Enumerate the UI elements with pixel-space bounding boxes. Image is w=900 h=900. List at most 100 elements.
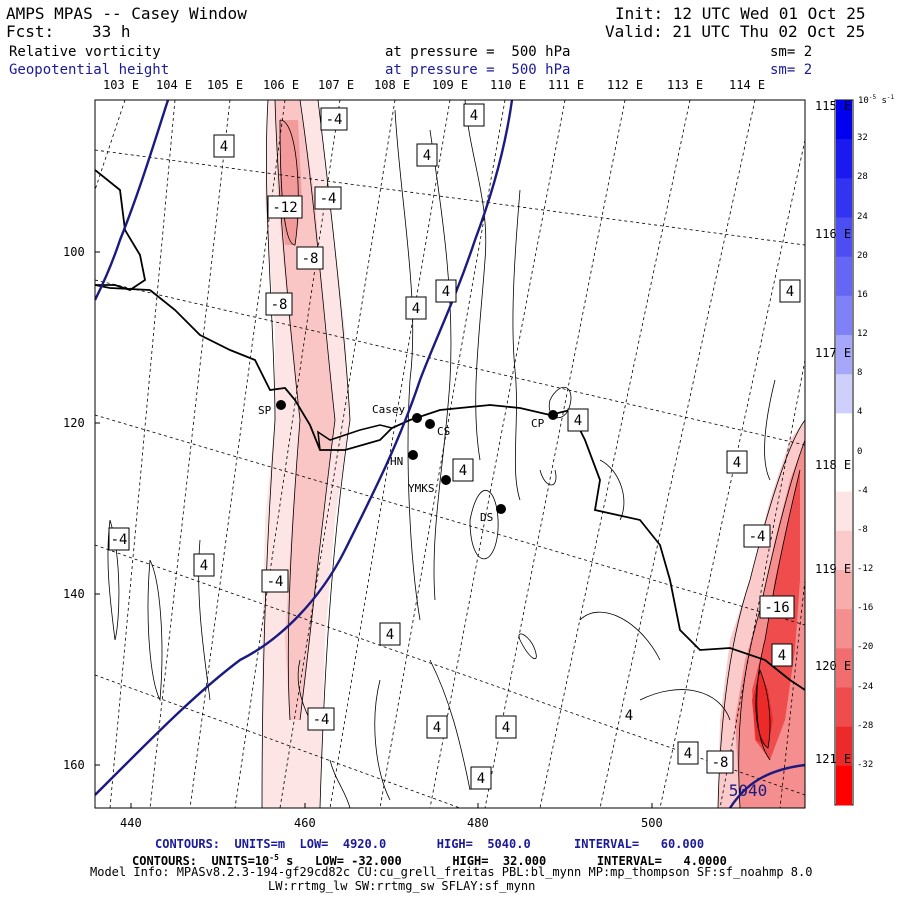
field2-name: Geopotential height	[9, 62, 170, 78]
colorbar-segment	[836, 256, 852, 297]
right-lon-label: 115 E	[815, 99, 852, 113]
contour-label: 4	[442, 284, 450, 300]
station-label: CS	[437, 425, 450, 438]
colorbar-segment	[836, 178, 852, 218]
top-lon-label: 111 E	[548, 78, 585, 92]
contour-label: 4	[574, 413, 582, 429]
stations	[276, 400, 558, 514]
plot-frame	[94, 99, 806, 809]
colorbar-level-label: 12	[857, 329, 868, 339]
colorbar-segment	[836, 530, 852, 571]
top-lon-label: 109 E	[432, 78, 469, 92]
contour-value-labels: 4 -4 4 4 -12 -4 -8 4 -8 4 4 4 4 4 -4 4 -…	[108, 103, 801, 800]
contour-label: 4	[786, 284, 794, 300]
colorbar-segment	[836, 295, 852, 336]
footer-height-contours: CONTOURS: UNITS=m LOW= 4920.0 HIGH= 5040…	[155, 837, 705, 851]
contour-label: -4	[267, 574, 284, 590]
station-label: YMKS	[408, 482, 435, 495]
colorbar-level-label: 16	[857, 289, 868, 300]
contour-label: 4	[684, 746, 692, 762]
x-tick-label: 500	[641, 816, 663, 830]
field2-level: at pressure = 500 hPa	[385, 62, 571, 78]
forecast-label: Fcst:	[6, 22, 55, 41]
footer-vorticity-contours: CONTOURS: UNITS=10-5 s LOW= -32.000 HIGH…	[132, 853, 727, 868]
colorbar-level-label: -20	[857, 642, 874, 653]
field2-smoothing: sm= 2	[770, 62, 813, 78]
colorbar-level-label: -28	[857, 720, 874, 731]
top-lon-label: 104 E	[156, 78, 193, 92]
coastline-inlet	[317, 424, 393, 451]
right-lon-label: 121 E	[815, 752, 852, 766]
y-tick-label: 100	[63, 245, 85, 259]
y-tick-label: 160	[63, 758, 85, 772]
contour-label: -16	[764, 600, 789, 616]
colorbar-level-label: -24	[857, 681, 874, 692]
station-marker-cs	[425, 419, 435, 429]
station-label: CP	[531, 417, 545, 430]
title: AMPS MPAS -- Casey Window	[6, 4, 247, 23]
field1-smoothing: sm= 2	[770, 44, 813, 60]
colorbar-segment	[836, 648, 852, 688]
contour-label: -4	[313, 712, 330, 728]
graticule	[95, 100, 805, 808]
colorbar-level-label: -16	[857, 603, 874, 614]
right-lon-label: 120 E	[815, 659, 852, 673]
colorbar-units: 10-5 s-1	[858, 94, 895, 106]
right-lon-label: 119 E	[815, 562, 852, 576]
station-label: HN	[390, 455, 403, 468]
colorbar-segment	[836, 570, 852, 610]
colorbar-level-label: 0	[857, 446, 863, 457]
station-marker-sp	[276, 400, 286, 410]
colorbar-level-label: 4	[857, 407, 863, 418]
contour-label: -4	[111, 532, 128, 548]
colorbar-level-label: -32	[857, 759, 874, 770]
station-marker-casey	[412, 413, 422, 423]
contour-label: 4	[733, 455, 741, 471]
colorbar-segment	[836, 609, 852, 649]
station-label: Casey	[372, 403, 405, 416]
contour-label: 4	[433, 720, 441, 736]
top-lon-label: 112 E	[607, 78, 644, 92]
colorbar-level-label: -8	[857, 524, 868, 535]
station-label: DS	[480, 511, 493, 524]
colorbar-segment	[836, 687, 852, 728]
colorbar-segment	[836, 100, 852, 140]
station-marker-hn	[408, 450, 418, 460]
top-lon-label: 103 E	[103, 78, 140, 92]
colorbar-level-label: -4	[857, 485, 868, 496]
contour-label: -8	[712, 755, 729, 771]
station-label: SP	[258, 404, 272, 417]
colorbar-segment	[836, 413, 852, 453]
height-contours	[95, 100, 805, 808]
top-lon-label: 114 E	[729, 78, 766, 92]
top-lon-label: 108 E	[374, 78, 411, 92]
colorbar-level-label: 32	[857, 133, 868, 144]
colorbar-segment	[836, 335, 852, 375]
colorbar-level-label: 24	[857, 211, 868, 222]
axis-ticks	[95, 251, 653, 808]
contour-label: 4	[470, 108, 478, 124]
y-tick-label: 140	[63, 587, 85, 601]
x-tick-label: 440	[120, 816, 142, 830]
contour-label: -12	[272, 200, 297, 216]
station-marker-cp	[548, 410, 558, 420]
top-lon-label: 107 E	[318, 78, 355, 92]
right-lon-label: 116 E	[815, 227, 852, 241]
contour-label: 4	[386, 627, 394, 643]
init-time: Init: 12 UTC Wed 01 Oct 25	[615, 4, 866, 23]
x-tick-label: 460	[294, 816, 316, 830]
contour-label: 4	[423, 148, 431, 164]
contour-label: -8	[302, 251, 319, 267]
right-lon-label: 117 E	[815, 346, 852, 360]
colorbar-segment	[836, 217, 852, 258]
contour-label: -4	[326, 112, 343, 128]
footer-model-physics: LW:rrtmg_lw SW:rrtmg_sw SFLAY:sf_mynn	[268, 879, 536, 893]
height-contour-label: 5040	[729, 781, 768, 800]
contour-label: -4	[320, 191, 337, 207]
station-marker-ymks	[441, 475, 451, 485]
contour-label: -8	[271, 297, 288, 313]
colorbar-level-label: 20	[857, 250, 868, 261]
contour-label: 4	[477, 771, 485, 787]
forecast-value: 33 h	[92, 22, 131, 41]
